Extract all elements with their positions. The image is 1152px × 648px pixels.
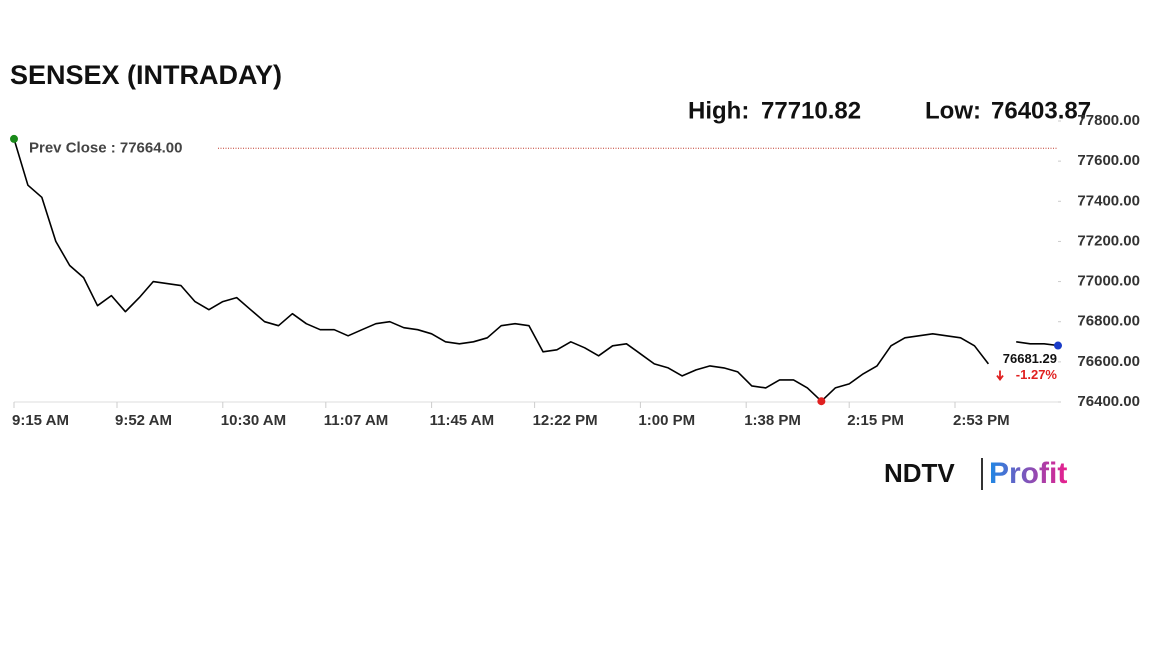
y-tick-label: 77400.00	[1077, 192, 1140, 209]
price-line	[13, 138, 1059, 402]
x-tick-label: 12:22 PM	[533, 412, 598, 429]
high-value: 77710.82	[761, 97, 861, 124]
chart-title: SENSEX (INTRADAY)	[10, 60, 282, 90]
x-tick-label: 11:45 AM	[430, 412, 494, 429]
y-tick-label: 76600.00	[1077, 353, 1140, 370]
y-tick-label: 76800.00	[1077, 313, 1140, 330]
x-tick-label: 9:15 AM	[12, 412, 69, 429]
y-tick-label: 76400.00	[1077, 393, 1140, 410]
x-tick-label: 2:15 PM	[847, 412, 904, 429]
logo-profit: Profit	[989, 457, 1067, 490]
x-tick-label: 11:07 AM	[324, 412, 388, 429]
prev-close-label: Prev Close : 77664.00	[29, 139, 182, 156]
logo-ndtv: NDTV	[884, 458, 955, 488]
x-tick-label: 10:30 AM	[221, 412, 286, 429]
high-marker	[10, 134, 18, 143]
x-tick-label: 9:52 AM	[115, 412, 172, 429]
x-tick-label: 1:00 PM	[638, 412, 695, 429]
low-value: 76403.87	[991, 97, 1091, 124]
change-label: -1.27%	[1016, 367, 1058, 382]
down-arrow	[996, 370, 1004, 382]
y-tick-label: 77800.00	[1077, 112, 1140, 129]
y-tick-label: 77000.00	[1077, 273, 1140, 290]
x-tick-label: 1:38 PM	[744, 412, 801, 429]
high-label: High:	[688, 97, 749, 124]
low-label: Low:	[925, 97, 981, 124]
y-tick-label: 77200.00	[1077, 232, 1140, 249]
last-value: 76681.29	[1003, 351, 1057, 366]
low-marker	[817, 397, 826, 406]
y-tick-label: 77600.00	[1077, 152, 1140, 169]
last-marker	[1054, 341, 1062, 350]
x-tick-label: 2:53 PM	[953, 412, 1010, 429]
